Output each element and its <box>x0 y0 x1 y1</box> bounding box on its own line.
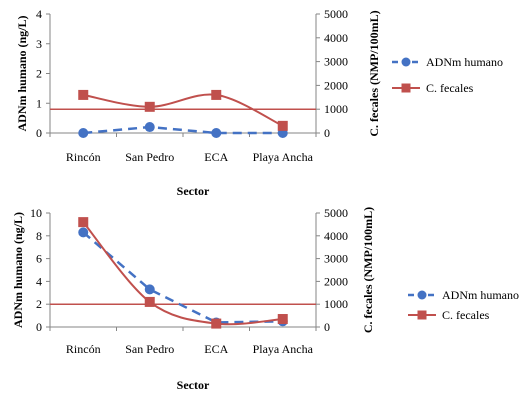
x-tick-label: Rincón <box>66 342 101 356</box>
x-tick-label: Rincón <box>66 150 101 164</box>
left-tick-label: 0 <box>36 126 42 140</box>
right-tick-label: 1000 <box>324 102 348 116</box>
right-tick-label: 4000 <box>324 229 348 243</box>
series-line-cfecales <box>82 221 283 326</box>
legend-label: ADNm humano <box>426 55 503 69</box>
series-line-cfecales <box>83 93 284 127</box>
right-tick-label: 0 <box>324 126 330 140</box>
data-point-cfecales <box>78 217 89 228</box>
left-axis-title: ADNm humano (ng/L) <box>11 212 25 328</box>
series-line-adnm <box>82 231 283 324</box>
data-point-cfecales <box>144 296 155 307</box>
right-tick-label: 5000 <box>324 7 348 21</box>
right-tick-label: 2000 <box>324 78 348 92</box>
right-tick-label: 5000 <box>324 206 348 220</box>
data-point-cfecales <box>144 101 155 112</box>
left-tick-label: 4 <box>36 274 42 288</box>
left-tick-label: 6 <box>36 252 42 266</box>
right-tick-label: 3000 <box>324 55 348 69</box>
series-line-adnm <box>83 125 283 135</box>
data-point-adnm <box>78 128 89 138</box>
right-axis-title: C. fecales (NMP/100mL) <box>367 10 381 136</box>
legend-label: ADNm humano <box>442 288 519 302</box>
data-point-cfecales <box>277 314 288 325</box>
left-axis-title: ADNm humano (ng/L) <box>15 15 29 131</box>
legend-marker-circle <box>401 57 411 67</box>
data-point-cfecales <box>78 89 89 100</box>
legend-marker-circle <box>417 290 427 300</box>
left-tick-label: 10 <box>30 206 42 220</box>
x-tick-label: ECA <box>204 150 228 164</box>
left-tick-label: 3 <box>36 37 42 51</box>
x-tick-label: ECA <box>204 342 228 356</box>
x-tick-label: San Pedro <box>125 342 174 356</box>
data-point-cfecales <box>211 89 222 100</box>
data-point-adnm <box>211 128 222 138</box>
x-axis-title: Sector <box>177 184 210 198</box>
data-point-cfecales <box>211 318 222 329</box>
x-tick-label: San Pedro <box>125 150 174 164</box>
data-point-cfecales <box>277 120 288 131</box>
data-point-adnm <box>78 227 89 238</box>
right-tick-label: 0 <box>324 320 330 334</box>
chart-1: 0 1 2 3 4 0 1000 2000 3000 4000 5000 Rincón San Pedr… <box>15 7 503 198</box>
x-tick-label: Playa Ancha <box>253 342 314 356</box>
left-tick-label: 0 <box>36 320 42 334</box>
right-tick-label: 4000 <box>324 31 348 45</box>
left-tick-label: 4 <box>36 7 42 21</box>
right-axis-title: C. fecales (NMP/100mL) <box>361 207 375 333</box>
legend-marker-square <box>401 83 411 93</box>
x-tick-label: Playa Ancha <box>253 150 314 164</box>
chart-2: 0 2 4 6 8 10 0 1000 2000 3000 4000 5000 Rincón San Pe… <box>11 206 519 392</box>
right-tick-label: 3000 <box>324 252 348 266</box>
left-tick-label: 2 <box>36 67 42 81</box>
right-tick-label: 1000 <box>324 297 348 311</box>
left-tick-label: 8 <box>36 229 42 243</box>
data-point-adnm <box>144 284 155 295</box>
legend-label: C. fecales <box>442 308 490 322</box>
data-point-adnm <box>144 122 155 133</box>
x-axis-title: Sector <box>177 378 210 392</box>
legend-label: C. fecales <box>426 81 474 95</box>
left-tick-label: 2 <box>36 297 42 311</box>
legend-marker-square <box>417 310 427 320</box>
right-tick-label: 2000 <box>324 274 348 288</box>
left-tick-label: 1 <box>36 96 42 110</box>
